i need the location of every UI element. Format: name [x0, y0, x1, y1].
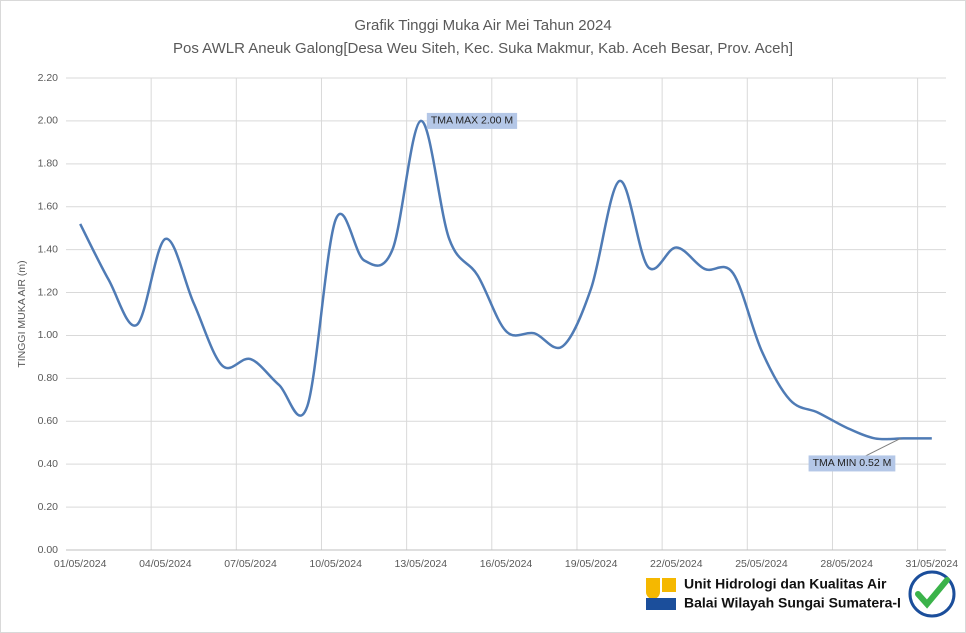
- annotation-text: TMA MIN 0.52 M: [813, 457, 892, 469]
- logo-shape: [646, 598, 676, 610]
- x-tick-label: 19/05/2024: [565, 558, 618, 570]
- y-tick-label: 1.40: [38, 243, 59, 255]
- y-tick-label: 1.00: [38, 329, 59, 341]
- annotation: TMA MAX 2.00 M: [426, 112, 518, 129]
- annotation: TMA MIN 0.52 M: [808, 455, 896, 472]
- annotation-text: TMA MAX 2.00 M: [431, 115, 513, 127]
- footer-line1: Unit Hidrologi dan Kualitas Air: [684, 576, 887, 592]
- footer-line2: Balai Wilayah Sungai Sumatera-I: [684, 595, 901, 611]
- y-tick-label: 1.80: [38, 158, 59, 170]
- x-tick-label: 01/05/2024: [54, 558, 107, 570]
- annotation-box: [808, 455, 896, 472]
- x-tick-label: 16/05/2024: [480, 558, 533, 570]
- logo-pu: [644, 577, 678, 611]
- y-tick-label: 2.20: [38, 72, 59, 84]
- x-tick-label: 25/05/2024: [735, 558, 788, 570]
- y-axis-label: TINGGI MUKA AIR (m): [16, 260, 28, 367]
- chart-title: Grafik Tinggi Muka Air Mei Tahun 2024: [354, 17, 611, 34]
- annotation-box: [426, 112, 518, 129]
- logo-shape: [662, 578, 676, 592]
- y-tick-label: 0.60: [38, 415, 59, 427]
- x-tick-label: 22/05/2024: [650, 558, 703, 570]
- y-tick-label: 0.00: [38, 544, 59, 556]
- logo-check: [915, 577, 950, 609]
- y-tick-label: 0.80: [38, 372, 59, 384]
- y-tick-label: 1.20: [38, 286, 59, 298]
- y-tick-label: 2.00: [38, 115, 59, 127]
- line-series: [79, 119, 932, 441]
- x-tick-label: 31/05/2024: [906, 558, 959, 570]
- y-tick-label: 0.40: [38, 458, 59, 470]
- x-tick-label: 07/05/2024: [224, 558, 277, 570]
- annotation-leader: [860, 437, 901, 459]
- x-tick-label: 13/05/2024: [395, 558, 448, 570]
- logo-shape: [646, 578, 660, 599]
- y-tick-label: 0.20: [38, 501, 59, 513]
- x-tick-label: 04/05/2024: [139, 558, 192, 570]
- y-tick-label: 1.60: [38, 201, 59, 213]
- chart-subtitle: Pos AWLR Aneuk Galong[Desa Weu Siteh, Ke…: [173, 40, 793, 57]
- logo-iso: [908, 570, 956, 618]
- x-tick-label: 10/05/2024: [309, 558, 362, 570]
- x-tick-label: 28/05/2024: [820, 558, 873, 570]
